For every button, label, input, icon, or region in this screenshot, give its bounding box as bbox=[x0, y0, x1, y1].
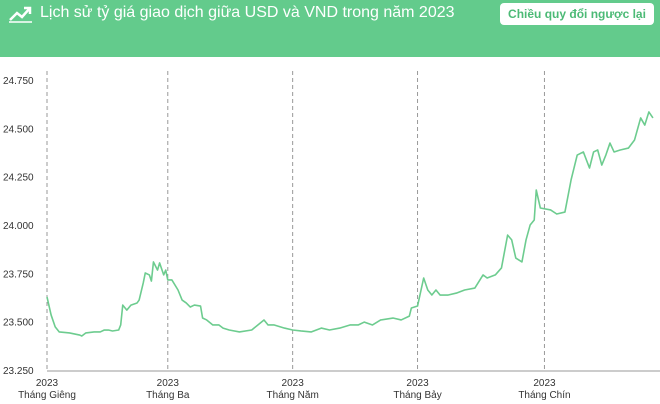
x-tick-year: 2023 bbox=[36, 378, 59, 389]
data-line bbox=[46, 111, 654, 337]
x-tick-label: Tháng Bảy bbox=[393, 390, 441, 401]
x-tick-year: 2023 bbox=[533, 378, 556, 389]
chart-title: Lịch sử tỷ giá giao dịch giữa USD và VND… bbox=[40, 4, 455, 21]
y-tick-label: 24.000 bbox=[3, 221, 34, 232]
x-tick-year: 2023 bbox=[282, 378, 305, 389]
y-tick-label: 23.500 bbox=[3, 318, 34, 329]
y-tick-label: 23.750 bbox=[3, 269, 34, 280]
x-tick-label: Tháng Chín bbox=[518, 390, 570, 401]
x-tick-label: Tháng Giêng bbox=[18, 390, 76, 401]
y-tick-label: 24.500 bbox=[3, 124, 34, 135]
y-tick-label: 23.250 bbox=[3, 366, 34, 377]
header: Lịch sử tỷ giá giao dịch giữa USD và VND… bbox=[0, 0, 660, 57]
y-tick-label: 24.750 bbox=[3, 76, 34, 87]
swap-button[interactable]: Chiều quy đổi ngược lại bbox=[500, 3, 654, 25]
x-tick-year: 2023 bbox=[406, 378, 429, 389]
chart: 23.250 23.500 23.750 24.000 24.250 24.500 24.7… bbox=[3, 71, 660, 401]
chart-icon bbox=[9, 6, 32, 23]
y-tick-label: 24.250 bbox=[3, 173, 34, 184]
x-tick-year: 2023 bbox=[157, 378, 180, 389]
x-tick-label: Tháng Ba bbox=[146, 390, 190, 401]
x-tick-label: Tháng Năm bbox=[267, 390, 319, 401]
